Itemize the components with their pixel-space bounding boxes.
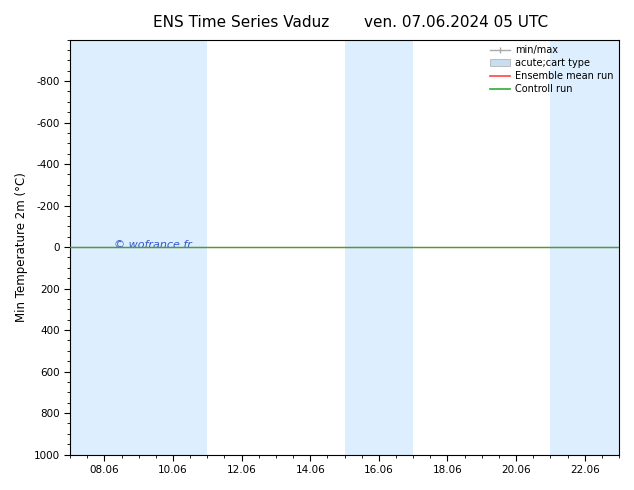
Bar	[344, 40, 413, 455]
Bar	[139, 40, 207, 455]
Text: ENS Time Series Vaduz: ENS Time Series Vaduz	[153, 15, 329, 30]
Text: ven. 07.06.2024 05 UTC: ven. 07.06.2024 05 UTC	[365, 15, 548, 30]
Bar	[550, 40, 619, 455]
Legend: min/max, acute;cart type, Ensemble mean run, Controll run: min/max, acute;cart type, Ensemble mean …	[486, 42, 617, 98]
Bar	[70, 40, 139, 455]
Y-axis label: Min Temperature 2m (°C): Min Temperature 2m (°C)	[15, 172, 28, 322]
Text: © wofrance.fr: © wofrance.fr	[114, 240, 192, 250]
